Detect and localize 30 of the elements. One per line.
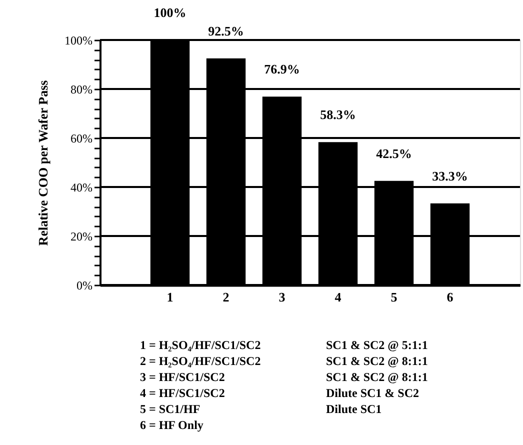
y-tick-label: 100% [64,34,92,48]
y-tick-label: 80% [70,82,92,96]
text: 3 = HF/SC1/SC2 [140,370,225,384]
y-tick-label: 0% [76,278,92,292]
x-tick-label: 5 [390,290,398,304]
x-tick-label: 4 [334,290,342,304]
text: 5 = SC1/HF [140,402,200,416]
text: Dilute SC1 [326,402,382,416]
data-label: 100% [154,5,186,20]
y-tick-label: 20% [70,230,92,244]
data-label: 92.5% [208,23,244,38]
text: 6 = HF Only [140,418,204,432]
text: 1 = H₂SO₄/HF/SC1/SC2 [140,338,261,352]
x-tick-label: 3 [278,290,286,304]
data-label: 33.3% [432,168,468,184]
data-label: 42.5% [376,146,412,161]
text: 2 = H₂SO₄/HF/SC1/SC2 [140,354,261,368]
y-axis-title: Relative COO per Wafer Pass [36,80,51,246]
text: SC1 & SC2 @ 5:1:1 [326,338,428,352]
x-tick-label: 6 [446,290,454,304]
text: 4 = HF/SC1/SC2 [140,386,225,400]
text: SC1 & SC2 @ 8:1:1 [326,370,428,384]
text: SC1 & SC2 @ 8:1:1 [326,354,428,368]
data-label: 58.3% [320,107,356,122]
text: Dilute SC1 & SC2 [326,386,420,400]
y-tick-label: 60% [70,132,92,146]
x-tick-label: 1 [166,290,174,304]
data-label: 76.9% [264,62,300,77]
x-tick-label: 2 [222,290,230,304]
y-tick-label: 40% [70,180,92,194]
